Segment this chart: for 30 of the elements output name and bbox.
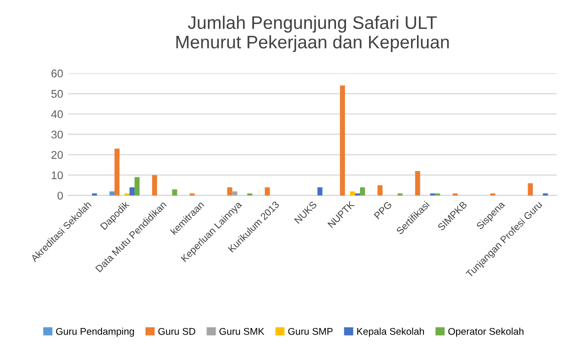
- legend-label: Guru SMK: [219, 328, 264, 335]
- legend-label: Kepala Sekolah: [357, 328, 424, 337]
- bar: [317, 187, 322, 196]
- y-tick-label: 10: [52, 171, 63, 180]
- bar: [528, 183, 533, 196]
- bar: [130, 187, 135, 196]
- bar: [109, 191, 115, 196]
- legend-label: Guru Pendamping: [56, 328, 134, 337]
- y-tick-label: 60: [52, 70, 63, 78]
- legend-label: Guru SD: [158, 328, 196, 335]
- bar: [340, 86, 345, 196]
- bar: [134, 177, 140, 196]
- bar: [152, 175, 158, 196]
- bar: [114, 148, 120, 196]
- bar: [232, 191, 238, 196]
- y-tick-label: 30: [51, 130, 63, 138]
- y-tick-label: 50: [51, 90, 63, 98]
- bar: [378, 185, 383, 196]
- bar: [264, 187, 270, 196]
- bar: [415, 171, 420, 196]
- y-tick-label: 40: [51, 110, 63, 118]
- bar: [172, 189, 178, 196]
- y-tick-label: 20: [52, 150, 63, 159]
- bar: [350, 191, 355, 196]
- chart-title: Jumlah Pengunjung Safari ULT Menurut Pekerjaan dan Keperluan: [176, 16, 449, 52]
- bar: [360, 187, 366, 196]
- y-tick-label: 0: [58, 192, 63, 200]
- bar: [227, 187, 232, 196]
- legend-label: Operator Sekolah: [448, 328, 524, 337]
- legend-label: Guru SMP: [288, 328, 333, 335]
